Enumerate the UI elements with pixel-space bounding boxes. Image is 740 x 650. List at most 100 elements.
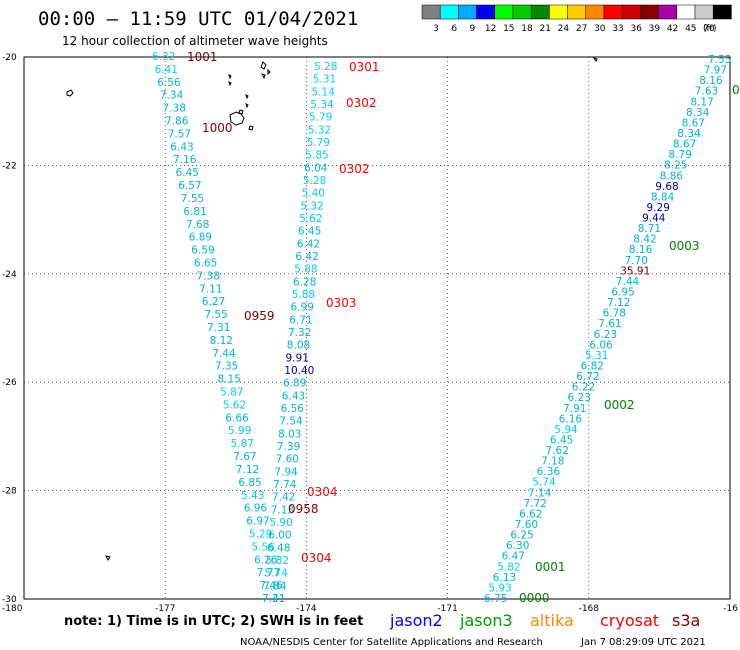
wave-height-value: 5.40 <box>302 188 325 200</box>
colorbar-swatch <box>421 4 441 20</box>
wave-height-value: 5.32 <box>308 124 331 136</box>
wave-height-value: 5.28 <box>314 61 337 73</box>
wave-height-value: 7.13 <box>271 504 294 516</box>
wave-height-value: 8.03 <box>278 428 301 440</box>
colorbar-label: 12 <box>485 24 496 34</box>
graticule <box>24 57 730 599</box>
lon-tick-label: -168 <box>579 604 600 614</box>
wave-height-value: 6.26 <box>254 554 278 566</box>
pass-time-tag: 0003 <box>669 239 700 253</box>
island-shape <box>105 555 111 561</box>
colorbar-swatch <box>676 4 696 20</box>
wave-height-value: 7.44 <box>212 348 236 360</box>
wave-height-value: 7.42 <box>272 492 295 504</box>
wave-height-value: 7.74 <box>273 479 297 491</box>
wave-height-value: 6.97 <box>246 516 269 528</box>
wave-height-value: 6.23 <box>594 329 617 341</box>
wave-height-value: 5.90 <box>269 517 292 529</box>
colorbar-swatch <box>694 4 714 20</box>
wave-height-value: 8.17 <box>690 96 713 108</box>
wave-height-value: 6.89 <box>189 232 212 244</box>
colorbar-legend: 3 6 9 12 15 18 21 24 27 30 33 36 39 42 45 70(ft) <box>421 4 732 34</box>
wave-height-value: 8.67 <box>673 139 696 151</box>
wave-height-value: 6.56 <box>157 77 181 89</box>
wave-height-value: 8.42 <box>633 234 656 246</box>
wave-height-value: 7.41 <box>262 593 285 605</box>
colorbar-swatch <box>512 4 532 20</box>
pass-time-tag: 0 <box>732 83 740 97</box>
colorbar-swatch <box>585 4 605 20</box>
wave-height-value: 7.35 <box>215 361 238 373</box>
track-b-labels: 5.285.315.145.345.795.325.795.856.045.28… <box>262 61 337 605</box>
colorbar-label: 42 <box>667 24 678 34</box>
satellite-legend-jason3: jason3 <box>459 611 513 630</box>
wave-height-value: 7.97 <box>704 65 727 77</box>
wave-height-value: 8.25 <box>664 160 687 172</box>
satellite-legend-s3a: s3a <box>672 611 700 630</box>
wave-height-value: 35.91 <box>620 265 650 277</box>
satellite-legend: jason2 jason3 altika cryosat s3a <box>389 611 700 630</box>
wave-height-value: 6.65 <box>194 258 217 270</box>
wave-height-value: 6.96 <box>244 503 268 515</box>
lat-tick-label: -28 <box>2 487 17 497</box>
wave-height-value: 5.28 <box>303 175 326 187</box>
lon-tick-label: -16 <box>723 604 738 614</box>
wave-height-value: 6.95 <box>611 287 634 299</box>
colorbar-label: 27 <box>576 24 587 34</box>
colorbar-label: 36 <box>630 24 642 34</box>
wave-height-value: 5.43 <box>241 490 264 502</box>
colorbar-swatch <box>712 4 732 20</box>
wave-height-value: 6.43 <box>170 141 193 153</box>
colorbar-label: 6 <box>451 24 457 34</box>
pass-time-tag: 0304 <box>301 551 332 565</box>
wave-height-value: 6.30 <box>506 540 529 552</box>
wave-height-value: 6.56 <box>281 403 305 415</box>
wave-height-value: 6.42 <box>297 238 320 250</box>
wave-height-value: 9.29 <box>647 202 670 214</box>
colorbar-swatch <box>458 4 477 20</box>
wave-height-value: 6.66 <box>225 412 249 424</box>
wave-height-value: 6.41 <box>155 64 178 76</box>
pass-time-tag: 0959 <box>244 309 275 323</box>
wave-height-value: 9.68 <box>655 181 678 193</box>
lon-tick-label: -180 <box>2 604 23 614</box>
wave-height-value: 5.56 <box>252 541 276 553</box>
wave-height-value: 7.72 <box>524 498 547 510</box>
wave-height-value: 7.18 <box>541 456 564 468</box>
wave-height-value: 8.71 <box>638 223 661 235</box>
pass-time-tag: 0000 <box>519 591 550 605</box>
page-subtitle: 12 hour collection of altimeter wave hei… <box>62 34 328 48</box>
wave-height-value: 8.79 <box>669 149 692 161</box>
wave-height-value: 6.72 <box>576 371 599 383</box>
pass-time-tag: 1001 <box>187 50 218 64</box>
colorbar-label: 70 <box>703 24 715 34</box>
colorbar-swatch <box>567 4 587 20</box>
wave-height-value: 6.89 <box>283 378 306 390</box>
wave-height-value: 5.62 <box>299 213 322 225</box>
wave-height-value: 6.28 <box>293 276 316 288</box>
wave-height-value: 7.55 <box>708 54 731 66</box>
wave-height-value: 8.84 <box>651 191 675 203</box>
wave-height-value: 6.45 <box>550 435 573 447</box>
lat-tick-label: -22 <box>2 161 17 171</box>
map-frame <box>23 56 731 600</box>
wave-height-value: 8.86 <box>660 170 684 182</box>
wave-height-value: 6.59 <box>191 245 214 257</box>
colorbar-label: 33 <box>612 24 623 34</box>
wave-height-value: 7.44 <box>616 276 640 288</box>
wave-height-value: 7.12 <box>236 464 259 476</box>
wave-height-value: 9.44 <box>642 213 666 225</box>
footer-credit: NOAA/NESDIS Center for Satellite Applica… <box>240 637 543 648</box>
lon-tick-label: -171 <box>437 604 457 614</box>
wave-height-value: 6.48 <box>267 542 290 554</box>
pass-time-tag: 0001 <box>535 560 566 574</box>
wave-height-value: 7.14 <box>528 487 552 499</box>
wave-height-value: 5.79 <box>307 137 330 149</box>
wave-height-value: 5.94 <box>554 424 578 436</box>
wave-height-value: 7.34 <box>160 90 184 102</box>
wave-height-value: 6.32 <box>152 51 175 63</box>
colorbar-label: 9 <box>470 24 476 34</box>
colorbar-swatch <box>476 4 496 20</box>
wave-height-value: 5.74 <box>532 477 556 489</box>
track-c-labels: 7.557.978.167.638.178.348.678.348.678.79… <box>484 54 731 605</box>
